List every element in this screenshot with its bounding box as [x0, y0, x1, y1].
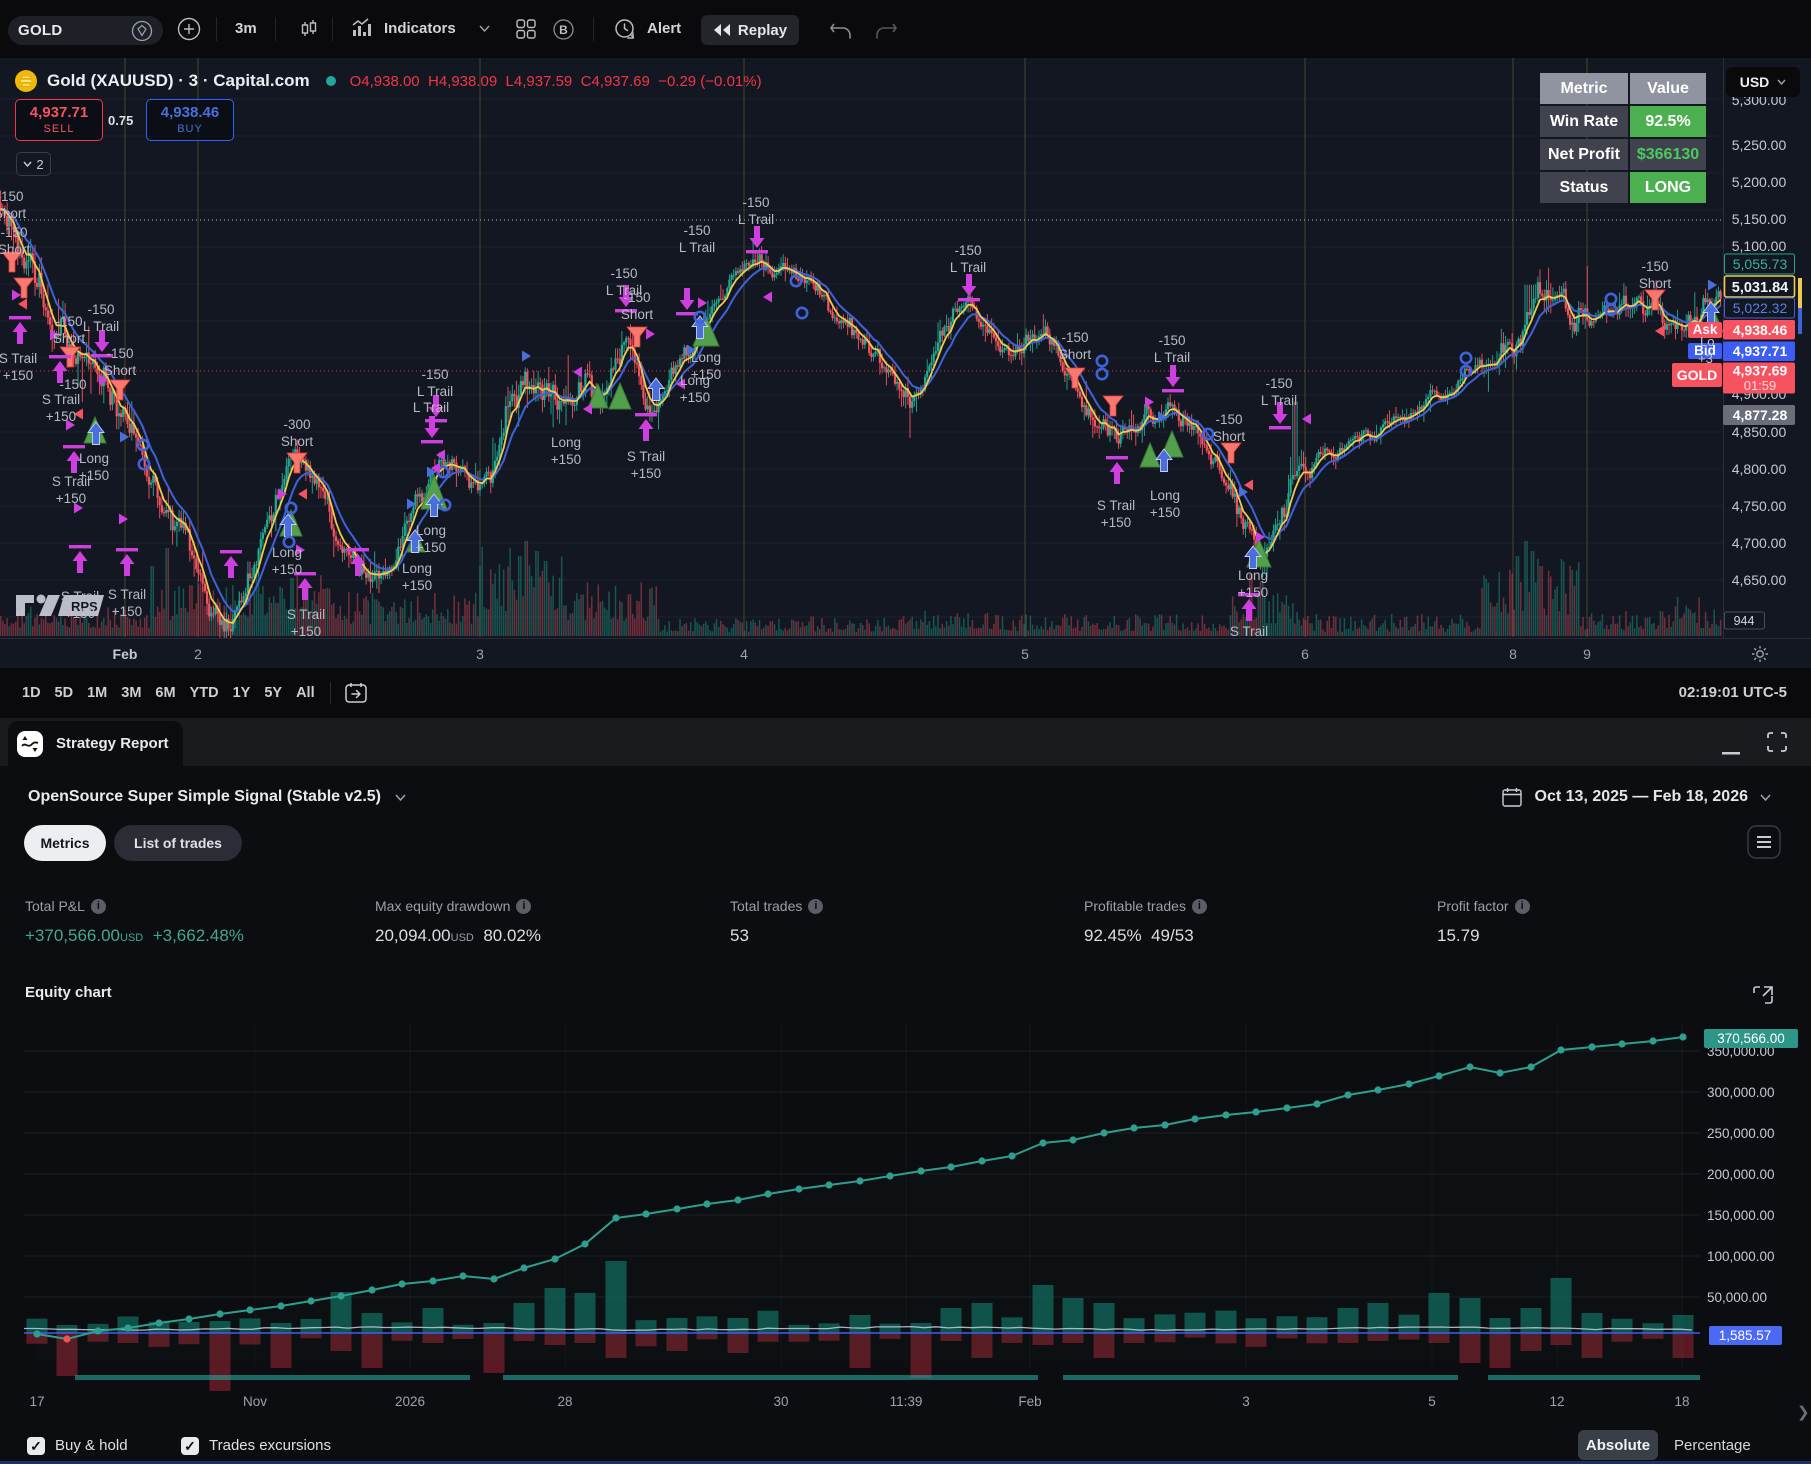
svg-text:30: 30	[773, 1394, 788, 1409]
svg-text:2026: 2026	[395, 1394, 425, 1409]
svg-text:4,937.71: 4,937.71	[1733, 343, 1788, 359]
svg-text:5,055.73: 5,055.73	[1733, 256, 1788, 272]
svg-text:4,937.69: 4,937.69	[1733, 363, 1788, 379]
svg-text:5,100.00: 5,100.00	[1732, 238, 1787, 254]
svg-text:4,700.00: 4,700.00	[1732, 535, 1787, 551]
svg-text:17: 17	[29, 1394, 44, 1409]
svg-text:4,750.00: 4,750.00	[1732, 498, 1787, 514]
svg-text:4,800.00: 4,800.00	[1732, 461, 1787, 477]
svg-text:18: 18	[1674, 1394, 1689, 1409]
svg-text:L Trail: L Trail	[413, 400, 449, 415]
svg-text:-150: -150	[59, 377, 86, 392]
svg-text:200,000.00: 200,000.00	[1707, 1167, 1775, 1182]
svg-text:300,000.00: 300,000.00	[1707, 1085, 1775, 1100]
svg-text:250,000.00: 250,000.00	[1707, 1126, 1775, 1141]
svg-text:28: 28	[557, 1394, 572, 1409]
svg-text:100,000.00: 100,000.00	[1707, 1249, 1775, 1264]
svg-text:Nov: Nov	[243, 1394, 267, 1409]
svg-text:B: B	[559, 23, 568, 37]
svg-text:150,000.00: 150,000.00	[1707, 1208, 1775, 1223]
svg-text:RPS: RPS	[71, 599, 98, 614]
svg-text:4,650.00: 4,650.00	[1732, 572, 1787, 588]
svg-text:1,585.57: 1,585.57	[1719, 1328, 1772, 1343]
svg-text:5,250.00: 5,250.00	[1732, 137, 1787, 153]
svg-text:3: 3	[1242, 1394, 1250, 1409]
svg-text:5,200.00: 5,200.00	[1732, 174, 1787, 190]
svg-text:Feb: Feb	[1018, 1394, 1041, 1409]
svg-text:50,000.00: 50,000.00	[1707, 1290, 1767, 1305]
svg-text:4,850.00: 4,850.00	[1732, 424, 1787, 440]
svg-text:370,566.00: 370,566.00	[1717, 1031, 1785, 1046]
svg-text:5,150.00: 5,150.00	[1732, 211, 1787, 227]
svg-text:S Trail: S Trail	[1230, 624, 1268, 639]
svg-text:5,022.32: 5,022.32	[1733, 300, 1788, 316]
svg-text:4,938.46: 4,938.46	[1733, 322, 1788, 338]
svg-text:12: 12	[1549, 1394, 1564, 1409]
svg-text:11:39: 11:39	[890, 1394, 923, 1409]
svg-text:944: 944	[1734, 614, 1755, 628]
svg-text:4,877.28: 4,877.28	[1733, 407, 1788, 423]
svg-text:5,031.84: 5,031.84	[1732, 280, 1788, 296]
svg-text:01:59: 01:59	[1744, 378, 1777, 393]
svg-text:5: 5	[1428, 1394, 1436, 1409]
